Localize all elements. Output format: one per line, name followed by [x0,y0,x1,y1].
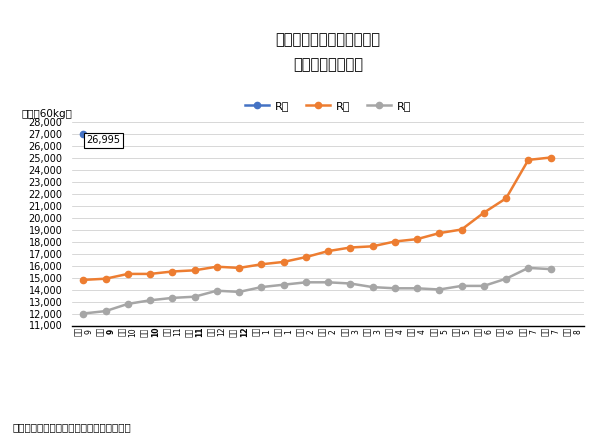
R５ [347,245,354,250]
R４ [347,281,354,286]
R５ [369,244,376,249]
Title: クリスタルライス取引価格
秋田あきたこまち: クリスタルライス取引価格 秋田あきたこまち [276,32,380,72]
R５ [146,271,154,276]
R４ [480,283,488,289]
Legend: R６, R５, R４: R６, R５, R４ [240,96,416,115]
R５ [480,210,488,215]
R５ [79,277,87,283]
R５ [258,262,265,267]
R４ [414,286,421,291]
R５ [458,227,465,232]
R４ [458,283,465,289]
R４ [102,309,109,314]
R５ [525,157,532,162]
R５ [213,264,220,270]
Text: （円／60kg）: （円／60kg） [21,109,72,119]
R４ [146,298,154,303]
R４ [191,294,198,299]
R４ [79,311,87,316]
R４ [169,295,176,300]
R４ [503,276,510,281]
R５ [302,254,309,260]
Text: 26,995: 26,995 [87,135,121,145]
R４ [302,279,309,285]
R４ [324,279,332,285]
R５ [503,196,510,201]
R５ [436,230,443,236]
R５ [124,271,131,276]
R５ [191,268,198,273]
R５ [280,259,287,264]
R５ [324,249,332,254]
R４ [369,285,376,290]
R４ [525,265,532,270]
R４ [436,287,443,292]
R５ [414,237,421,242]
R５ [169,269,176,274]
R４ [124,301,131,306]
R４ [280,282,287,287]
R４ [258,285,265,290]
R４ [235,289,243,295]
R５ [235,265,243,270]
R４ [547,266,554,272]
R４ [391,286,399,291]
Text: （関東着基準、１等、包装代込、税抜き）: （関東着基準、１等、包装代込、税抜き） [12,422,131,432]
R５ [391,239,399,244]
Line: R４: R４ [80,265,554,317]
R４ [213,288,220,293]
Line: R５: R５ [80,155,554,283]
R５ [102,276,109,281]
R５ [547,155,554,160]
